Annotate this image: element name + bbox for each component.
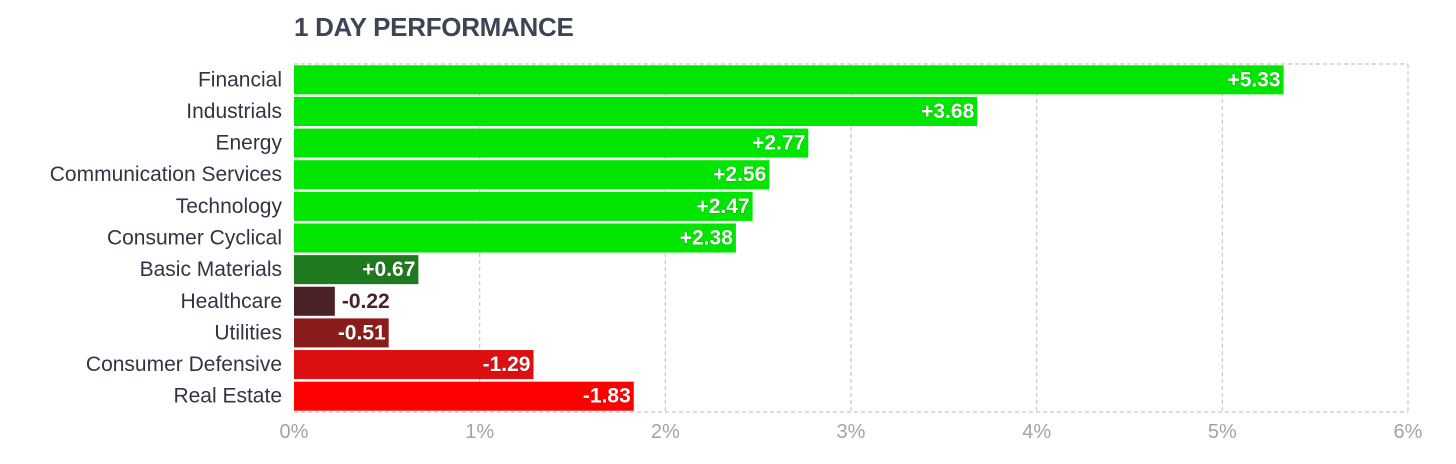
value-label-1: +3.68 [921,100,974,123]
bar-8 [294,318,389,348]
category-label-4: Technology [176,195,283,218]
value-label-6: +0.67 [362,258,415,281]
category-label-9: Consumer Defensive [86,353,282,376]
category-label-7: Healthcare [180,290,282,313]
category-label-0: Financial [198,68,282,91]
value-label-9: -1.29 [483,353,531,376]
value-label-8: -0.51 [338,321,386,344]
value-label-2: +2.77 [752,132,805,155]
bar-0 [294,65,1284,95]
chart-title: 1 DAY PERFORMANCE [294,12,574,42]
value-label-10: -1.83 [583,385,631,408]
bar-5 [294,223,736,253]
value-label-4: +2.47 [696,195,749,218]
value-label-5: +2.38 [680,227,733,250]
bar-1 [294,96,978,126]
bar-6 [294,255,419,285]
bar-7 [294,286,335,316]
x-tick-label-5: 5% [1208,421,1237,443]
category-label-5: Consumer Cyclical [107,227,282,250]
value-labels: +5.33 +3.68 +2.77 +2.56 +2.47 +2.38 +0.67 -0.22… [338,68,1281,408]
bar-10 [294,381,634,411]
category-label-1: Industrials [186,100,282,123]
value-label-0: +5.33 [1227,68,1280,91]
bar-4 [294,191,753,221]
bar-9 [294,350,534,380]
value-label-3: +2.56 [713,163,766,186]
bar-2 [294,128,809,158]
x-tick-label-2: 2% [651,421,680,443]
value-label-7: -0.22 [342,290,390,313]
x-tick-label-4: 4% [1022,421,1051,443]
x-axis-tick-labels: 0% 1% 2% 3% 4% 5% 6% [280,421,1423,443]
category-label-2: Energy [215,132,282,155]
x-tick-label-0: 0% [280,421,309,443]
x-tick-label-1: 1% [465,421,494,443]
x-tick-label-3: 3% [837,421,866,443]
category-label-8: Utilities [214,321,282,344]
bars [294,65,1284,411]
x-tick-label-6: 6% [1394,421,1423,443]
category-label-3: Communication Services [50,163,282,186]
bar-3 [294,160,770,190]
category-labels: Financial Industrials Energy Communication … [50,68,283,407]
category-label-10: Real Estate [173,385,282,408]
category-label-6: Basic Materials [140,258,282,281]
